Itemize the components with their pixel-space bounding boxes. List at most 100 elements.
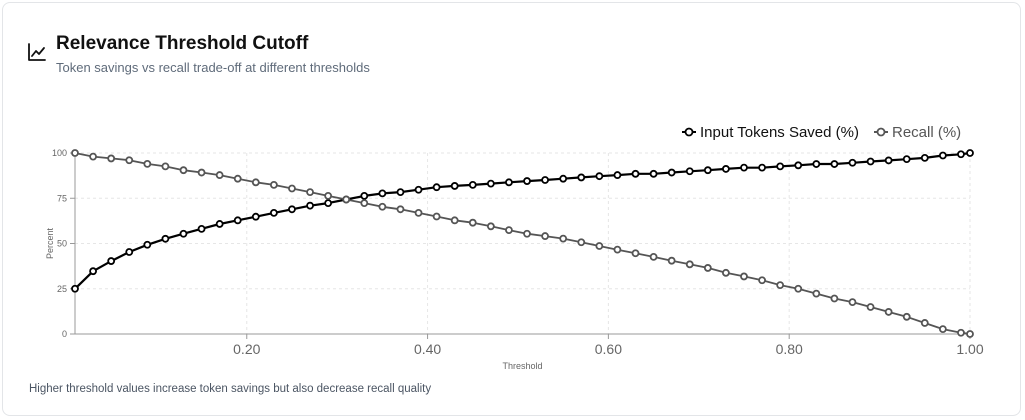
data-point — [215, 220, 224, 228]
data-point — [631, 169, 640, 178]
legend-label: Recall (%) — [892, 124, 961, 141]
data-point — [966, 330, 974, 338]
grid — [75, 152, 971, 335]
data-point — [288, 205, 296, 214]
data-point — [179, 166, 188, 175]
data-point — [685, 260, 694, 269]
data-point — [613, 171, 622, 179]
data-point — [794, 161, 803, 170]
data-point — [938, 325, 947, 334]
data-point — [920, 153, 929, 162]
data-point — [251, 212, 260, 221]
data-point — [758, 276, 766, 285]
data-point — [450, 182, 459, 190]
data-point — [324, 191, 333, 200]
data-point — [812, 289, 821, 298]
data-point — [957, 328, 965, 337]
data-point — [505, 178, 513, 187]
data-point — [143, 240, 152, 249]
data-point — [378, 202, 387, 211]
data-point — [740, 163, 748, 172]
data-point — [703, 264, 712, 272]
data-point — [541, 176, 550, 184]
data-point — [577, 173, 586, 182]
data-point — [179, 229, 188, 238]
series-2 — [71, 149, 974, 338]
data-point — [251, 178, 260, 187]
data-point — [468, 218, 477, 227]
data-point — [667, 256, 676, 265]
data-point — [938, 151, 947, 160]
data-point — [848, 298, 857, 307]
data-point — [577, 238, 586, 247]
data-point — [776, 281, 785, 290]
data-point — [884, 156, 893, 165]
data-point — [703, 166, 712, 175]
data-point — [486, 222, 495, 231]
data-point — [432, 183, 441, 192]
data-point — [269, 180, 278, 189]
data-point — [812, 160, 821, 168]
data-point — [667, 168, 676, 177]
data-point — [360, 191, 369, 200]
data-point — [830, 294, 839, 303]
x-tick-label: 0.20 — [233, 341, 260, 357]
data-point — [486, 179, 495, 188]
data-point — [848, 158, 857, 167]
data-point — [505, 226, 513, 235]
data-point — [884, 308, 893, 316]
data-point — [306, 188, 314, 196]
data-point — [966, 149, 974, 157]
data-point — [396, 205, 405, 214]
data-point — [125, 156, 134, 165]
data-point — [233, 216, 242, 225]
data-point — [523, 229, 531, 238]
data-point — [902, 155, 911, 164]
data-point — [197, 168, 206, 177]
data-point — [432, 212, 441, 221]
x-tick-label: 1.00 — [956, 341, 983, 357]
data-point — [306, 201, 314, 210]
data-point — [89, 267, 97, 276]
data-point — [794, 284, 803, 293]
data-point — [685, 167, 694, 176]
data-point — [161, 162, 170, 171]
series-1 — [71, 149, 974, 293]
data-point — [649, 169, 658, 178]
y-tick-label: 0 — [62, 329, 67, 339]
data-point — [559, 174, 568, 183]
data-point — [866, 303, 875, 311]
data-point — [631, 249, 640, 258]
data-point — [758, 163, 766, 172]
data-point — [649, 252, 658, 261]
x-axis-label: Threshold — [502, 361, 542, 371]
data-point — [957, 150, 965, 159]
y-tick-label: 25 — [57, 284, 67, 294]
data-point — [396, 188, 405, 196]
data-point — [89, 152, 97, 161]
data-point — [866, 157, 875, 166]
data-point — [830, 160, 839, 168]
data-point — [613, 245, 622, 254]
data-point — [595, 172, 604, 181]
x-tick-label: 0.40 — [414, 341, 441, 357]
data-point — [233, 174, 242, 183]
data-point — [414, 185, 423, 194]
data-point — [902, 312, 911, 321]
chart-card: Relevance Threshold Cutoff Token savings… — [2, 2, 1021, 416]
chart-title: Relevance Threshold Cutoff — [56, 33, 309, 54]
legend-swatch-marker — [684, 127, 694, 137]
data-point — [559, 234, 568, 243]
data-point — [414, 209, 423, 217]
legend: Input Tokens Saved (%) Recall (%) — [682, 124, 961, 141]
y-axis-label: Percent — [45, 227, 55, 259]
y-tick-label: 75 — [57, 193, 67, 203]
data-point — [161, 234, 170, 243]
data-point — [740, 272, 748, 281]
data-point — [324, 199, 333, 208]
data-point — [378, 189, 387, 198]
data-point — [722, 165, 730, 173]
data-point — [71, 149, 79, 157]
data-point — [722, 268, 730, 277]
